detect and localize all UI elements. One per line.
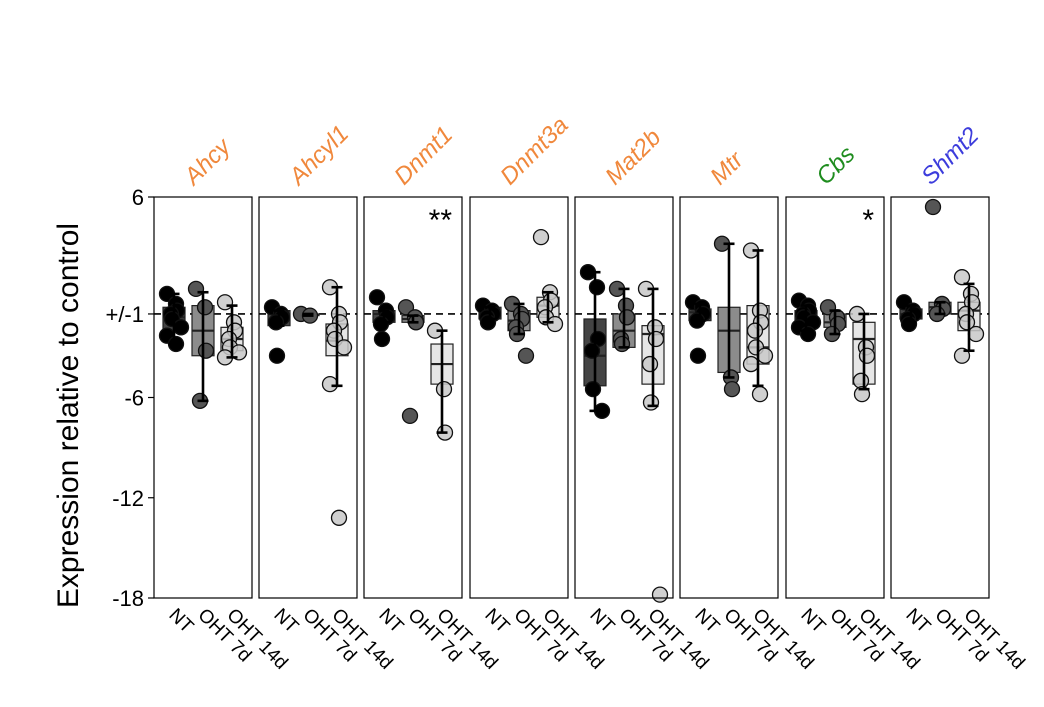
data-point-dnmt1-2 [435,380,453,398]
data-point-dnmt1-0 [373,330,391,348]
data-point-dnmt1-1 [397,299,415,316]
data-point-shmt2-2 [967,325,985,343]
gene-label-dnmt3a: Dnmt3a [495,112,574,191]
data-point-ahcy-0 [172,319,190,336]
data-point-dnmt1-0 [368,289,386,306]
data-point-ahcy-1 [196,299,214,316]
data-point-mat2b-2 [647,330,665,348]
x-tick-label: NT [901,605,934,638]
data-point-mtr-2 [751,386,769,403]
data-point-mat2b-2 [641,355,659,373]
x-tick-label: NT [690,605,723,638]
data-point-ahcy-1 [197,342,215,359]
y-tick-label: +/-1 [105,302,144,327]
panel-frame-mat2b [574,196,674,599]
gene-label-shmt2: Shmt2 [916,122,984,190]
significance-marker-dnmt1: ** [429,204,453,237]
panel-frame-mtr [679,196,779,599]
data-point-mat2b-1 [618,309,636,326]
data-point-dnmt1-0 [372,315,390,333]
data-point-cbs-2 [852,372,870,389]
data-point-ahcyl1-0 [268,347,286,364]
data-point-mtr-1 [723,380,741,398]
data-point-mat2b-2 [642,394,660,411]
data-point-ahcyl1-0 [267,314,285,331]
data-point-dnmt3a-2 [546,315,564,333]
data-point-shmt2-2 [958,314,976,331]
data-point-mat2b-0 [583,342,601,359]
data-point-cbs-0 [799,325,817,343]
data-point-mtr-2 [756,347,774,364]
panel-frame-ahcyl1 [258,196,358,599]
y-tick-label: -18 [112,586,144,611]
data-point-mtr-0 [689,347,707,364]
data-point-mat2b-0 [584,380,602,398]
data-point-shmt2-2 [953,269,971,286]
panel-frame-dnmt1 [363,196,463,599]
x-tick-label: NT [796,605,829,638]
data-point-dnmt3a-1 [517,347,535,364]
gene-label-cbs: Cbs [811,141,860,190]
y-tick-label: 6 [132,185,144,210]
data-point-ahcy-1 [187,280,205,298]
y-tick-label: -6 [124,386,144,411]
gene-label-dnmt1: Dnmt1 [389,121,458,190]
data-point-ahcy-2 [216,294,234,311]
data-point-mtr-2 [746,322,764,339]
panel-frame-shmt2 [890,196,990,599]
panel-frame-cbs [785,196,885,599]
y-axis-label: Expression relative to control [52,223,85,608]
panel-frame-dnmt3a [469,196,569,599]
gene-label-ahcy: Ahcy [178,132,238,192]
data-point-mat2b-1 [613,335,631,353]
gene-label-ahcyl1: Ahcyl1 [283,120,354,191]
gene-label-mtr: Mtr [705,146,749,190]
data-point-mtr-2 [742,355,760,373]
significance-marker-cbs: * [862,204,874,237]
data-point-mat2b-0 [588,279,606,296]
data-point-cbs-2 [858,347,876,364]
gene-label-mat2b: Mat2b [600,124,666,190]
data-point-ahcyl1-2 [335,339,353,356]
data-point-dnmt3a-0 [479,314,497,331]
data-point-mat2b-2 [651,586,669,603]
data-point-dnmt1-1 [401,407,419,425]
x-tick-label: NT [374,605,407,638]
data-point-shmt2-1 [924,198,942,216]
x-tick-label: NT [480,605,513,638]
y-tick-label: -12 [112,486,144,511]
panel-frame-ahcy [153,196,253,599]
data-point-ahcyl1-2 [321,375,339,393]
x-tick-label: NT [585,605,618,638]
x-tick-label: NT [269,605,302,638]
data-point-dnmt3a-2 [532,228,550,246]
x-tick-label: NT [164,605,197,638]
data-point-shmt2-0 [900,315,918,333]
data-point-ahcyl1-2 [330,509,348,526]
